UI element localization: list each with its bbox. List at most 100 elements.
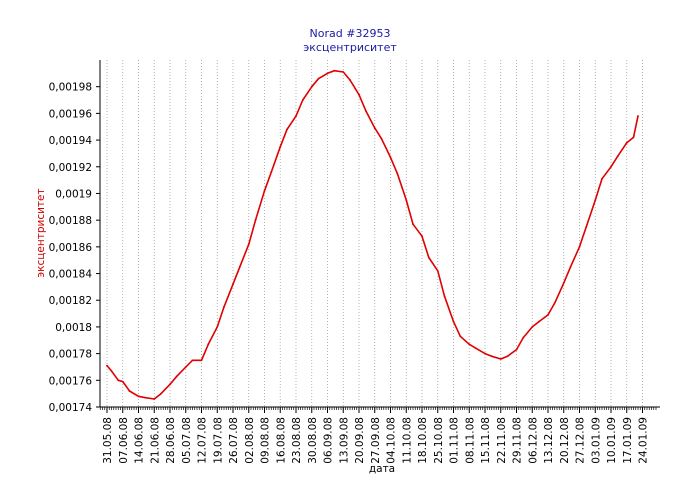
x-tick-label: 02.08.08 xyxy=(244,417,256,464)
data-point xyxy=(610,165,612,168)
x-tick-label: 19.07.08 xyxy=(212,417,224,464)
x-tick-label: 25.10.08 xyxy=(433,417,445,464)
data-point xyxy=(380,137,383,140)
x-axis-label: дата xyxy=(369,463,395,475)
data-point xyxy=(569,265,572,268)
data-point xyxy=(254,219,257,222)
data-point xyxy=(317,77,320,80)
data-point xyxy=(270,171,273,174)
data-point xyxy=(106,364,108,367)
data-point xyxy=(117,379,120,382)
x-tick-label: 13.12.08 xyxy=(543,417,555,464)
data-point xyxy=(506,355,509,358)
data-point xyxy=(310,85,313,88)
x-tick-label: 22.11.08 xyxy=(496,417,508,464)
data-point xyxy=(160,392,162,395)
data-point xyxy=(110,370,113,372)
data-point xyxy=(484,352,486,355)
x-tick-label: 01.11.08 xyxy=(449,417,461,464)
y-tick-label: 0,00182 xyxy=(49,295,92,307)
x-axis-ticks: 31.05.08 07.06.08 14.06.08 21.06.08 28.06.08… xyxy=(99,407,657,464)
series-group xyxy=(106,69,639,400)
data-point xyxy=(427,256,430,259)
data-point xyxy=(232,283,234,286)
y-tick-label: 0,00174 xyxy=(49,402,93,414)
data-point xyxy=(405,199,408,202)
data-point xyxy=(452,320,455,323)
x-tick-label: 06.09.08 xyxy=(323,417,335,464)
data-point xyxy=(594,199,597,202)
data-point xyxy=(412,223,414,226)
data-point xyxy=(153,398,156,400)
x-tick-label: 20.09.08 xyxy=(354,417,366,464)
data-point xyxy=(279,145,282,148)
data-point xyxy=(200,359,203,362)
x-tick-label: 31.05.08 xyxy=(102,417,114,464)
x-tick-label: 18.10.08 xyxy=(417,417,429,464)
chart-subtitle: эксцентриситет xyxy=(303,41,397,54)
x-tick-label: 09.08.08 xyxy=(260,417,272,464)
data-point xyxy=(389,156,392,159)
data-point xyxy=(301,99,304,101)
data-point xyxy=(562,281,565,284)
data-point xyxy=(169,383,171,386)
data-point xyxy=(263,189,266,192)
data-point xyxy=(499,358,502,360)
data-point xyxy=(223,306,225,308)
x-tick-label: 12.07.08 xyxy=(197,417,209,464)
x-tick-label: 06.12.08 xyxy=(527,417,539,464)
data-point xyxy=(531,326,534,328)
data-point xyxy=(286,128,288,131)
data-point xyxy=(247,243,250,246)
data-point xyxy=(175,375,178,378)
y-tick-label: 0,00194 xyxy=(49,135,93,147)
data-point xyxy=(601,177,603,180)
x-tick-label: 24.01.09 xyxy=(638,417,650,464)
x-tick-label: 26.07.08 xyxy=(228,417,240,464)
x-tick-label: 07.06.08 xyxy=(118,417,130,464)
y-axis-label: эксцентриситет xyxy=(35,188,47,277)
data-point xyxy=(184,366,187,368)
data-point xyxy=(342,71,345,73)
data-point xyxy=(475,347,477,350)
data-point xyxy=(616,155,619,157)
data-point xyxy=(538,320,540,323)
chart-title: Norad #32953 xyxy=(310,27,391,40)
data-point xyxy=(137,395,140,398)
x-tick-label: 21.06.08 xyxy=(149,417,161,464)
x-tick-label: 10.01.09 xyxy=(606,417,618,464)
data-point xyxy=(421,235,423,238)
data-point xyxy=(443,295,446,298)
data-point xyxy=(121,380,124,383)
x-tick-label: 05.07.08 xyxy=(181,417,193,464)
x-tick-label: 03.01.09 xyxy=(590,417,602,464)
y-tick-label: 0,00176 xyxy=(49,375,93,387)
x-tick-label: 08.11.08 xyxy=(464,417,476,464)
data-point xyxy=(191,359,194,362)
data-point xyxy=(515,348,518,351)
y-tick-label: 0,0018 xyxy=(55,322,92,334)
vertical-gridlines xyxy=(106,60,643,407)
y-tick-label: 0,00178 xyxy=(49,349,92,361)
data-point xyxy=(632,136,635,139)
data-point xyxy=(295,115,297,117)
data-point xyxy=(144,396,147,399)
data-point xyxy=(585,225,588,228)
x-tick-label: 23.08.08 xyxy=(291,417,303,464)
data-point xyxy=(326,72,329,75)
x-tick-label: 28.06.08 xyxy=(165,417,177,464)
data-point xyxy=(637,115,639,117)
x-tick-label: 17.01.09 xyxy=(622,417,634,464)
data-point xyxy=(373,127,376,129)
data-point xyxy=(207,343,210,346)
data-point xyxy=(578,245,581,248)
y-tick-label: 0,00192 xyxy=(49,162,92,174)
y-tick-label: 0,00198 xyxy=(49,82,92,94)
data-point xyxy=(547,314,549,316)
y-tick-label: 0,00186 xyxy=(49,242,93,254)
x-tick-label: 13.09.08 xyxy=(338,417,350,464)
y-tick-label: 0,00188 xyxy=(49,215,92,227)
data-point xyxy=(436,269,439,272)
data-point xyxy=(490,355,493,358)
